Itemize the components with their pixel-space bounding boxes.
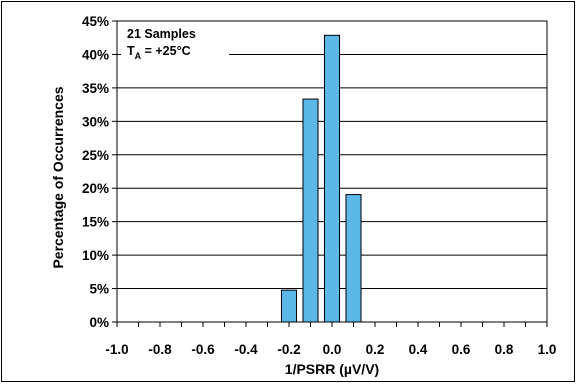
annotation-temp-value: = +25°C [141, 44, 190, 58]
x-tick-label: 0.8 [495, 342, 514, 357]
y-tick-label: 0% [89, 315, 109, 330]
y-tick-label: 30% [82, 114, 109, 129]
bars [280, 34, 362, 323]
annotation-temperature: TA = +25°C [127, 44, 191, 61]
annotation-background [121, 24, 229, 60]
y-tick-label: 5% [89, 282, 109, 297]
y-tick-label: 10% [82, 248, 109, 263]
x-tick-label: -1.0 [105, 342, 128, 357]
histogram-bar [345, 194, 362, 323]
y-tick-label: 15% [82, 215, 109, 230]
x-tick-label: 0.0 [323, 342, 342, 357]
x-tick-label: -0.2 [277, 342, 300, 357]
y-tick-label: 25% [82, 148, 109, 163]
annotation-temp-symbol: T [127, 44, 135, 58]
axes [112, 20, 548, 327]
x-tick-label: 0.4 [409, 342, 428, 357]
x-axis-title: 1/PSRR (µV/V) [285, 361, 379, 377]
histogram-bar [323, 34, 341, 323]
y-tick-label: 40% [82, 47, 109, 62]
y-tick-label: 45% [82, 14, 109, 29]
y-tick-label: 35% [82, 81, 109, 96]
y-axis-title: Percentage of Occurrences [50, 86, 66, 268]
x-tick-label: 0.2 [366, 342, 385, 357]
x-tick-label: 1.0 [538, 342, 557, 357]
annotation-sample-count: 21 Samples [127, 27, 196, 41]
annotation-temp-subscript: A [135, 51, 142, 61]
x-tick-label: -0.8 [148, 342, 172, 357]
x-tick-label: 0.6 [452, 342, 471, 357]
x-tick-label: -0.6 [191, 342, 215, 357]
histogram-bar [302, 98, 319, 323]
tick-labels: 0% 5% 10% 15% 20% 25% 30% 35% 40% 45% -1.0 -0.8 -0.6… [82, 14, 556, 357]
histogram-bar [280, 289, 298, 323]
x-tick-label: -0.4 [234, 342, 258, 357]
y-tick-label: 20% [82, 181, 109, 196]
